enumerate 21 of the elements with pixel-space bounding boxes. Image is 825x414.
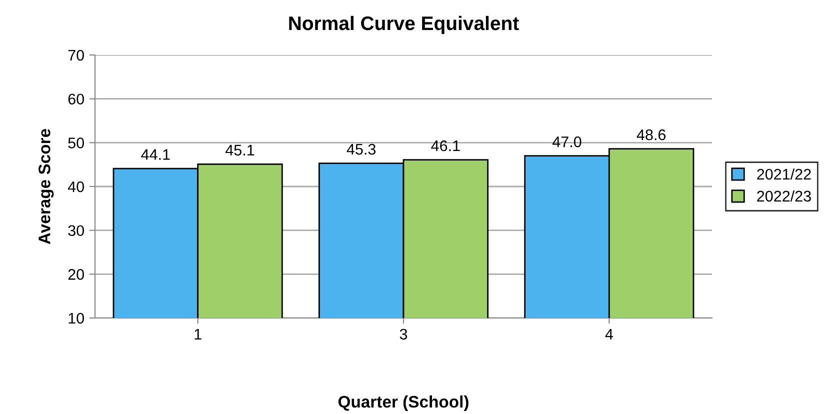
x-tick-label: 3 <box>400 328 408 340</box>
y-axis-title: Average Score <box>38 129 54 244</box>
y-tick-label: 10 <box>68 312 84 324</box>
data-label: 48.6 <box>636 129 666 140</box>
y-tick-label: 50 <box>68 138 84 148</box>
y-tick-label: 20 <box>68 269 84 280</box>
data-label: 46.1 <box>431 140 460 152</box>
chart-title: Normal Curve Equivalent <box>289 16 519 34</box>
x-axis-title: Quarter (School) <box>338 395 468 411</box>
data-label: 44.1 <box>141 149 170 160</box>
data-label: 45.3 <box>346 144 376 155</box>
y-tick-label: 70 <box>68 50 84 61</box>
legend-label: 2021/22 <box>757 168 811 180</box>
y-tick-label: 30 <box>68 225 84 236</box>
x-tick-label: 4 <box>605 328 613 340</box>
x-tick-label: 1 <box>194 328 202 340</box>
legend-label: 2022/23 <box>757 190 811 202</box>
data-label: 47.0 <box>552 136 582 148</box>
y-tick-label: 60 <box>68 94 84 105</box>
data-label: 45.1 <box>225 144 254 156</box>
y-tick-label: 40 <box>68 181 84 192</box>
